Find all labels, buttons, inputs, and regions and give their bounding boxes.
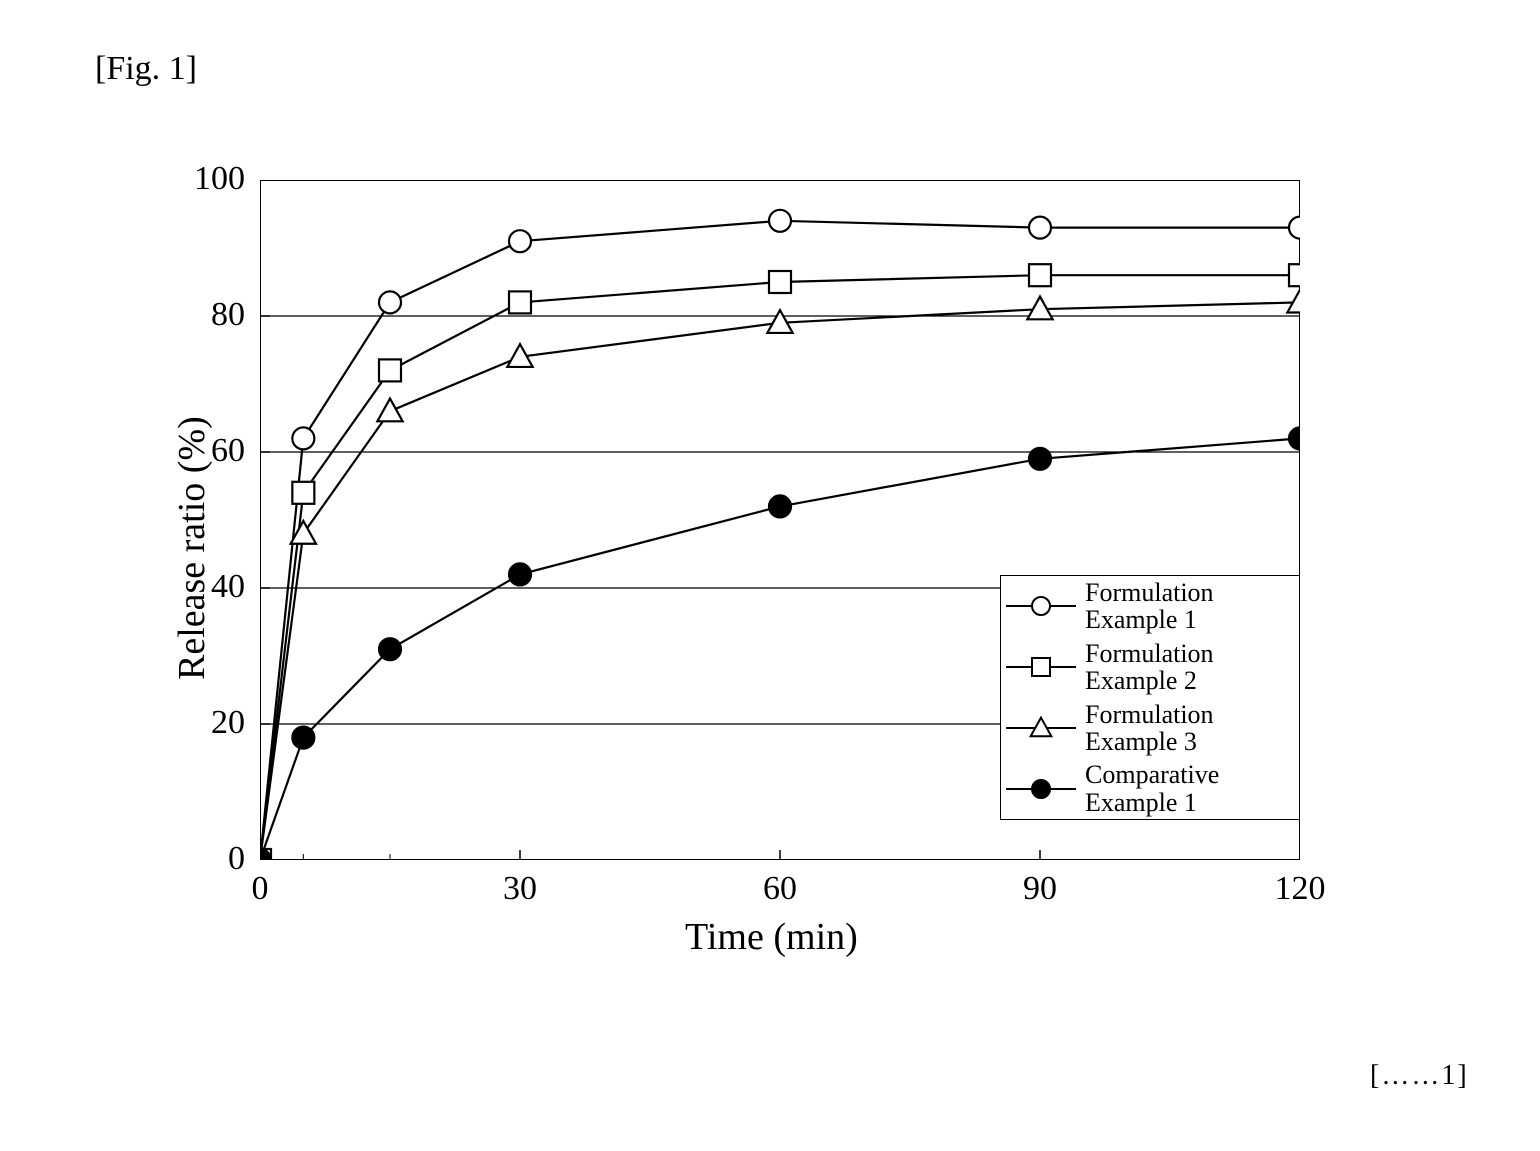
figure-label: [Fig. 1] <box>95 50 197 88</box>
x-tick-label: 90 <box>1010 870 1070 908</box>
legend-item: FormulationExample 2 <box>1001 637 1299 698</box>
legend-item: FormulationExample 3 <box>1001 698 1299 759</box>
y-tick-label: 20 <box>185 704 245 742</box>
x-tick-label: 120 <box>1270 870 1330 908</box>
x-axis-label: Time (min) <box>685 915 858 959</box>
x-tick-label: 60 <box>750 870 810 908</box>
legend: FormulationExample 1 FormulationExample 2… <box>1000 575 1300 820</box>
legend-swatch <box>1001 698 1081 759</box>
x-tick-label: 30 <box>490 870 550 908</box>
page: [Fig. 1] Release ratio (%) Time (min) 03… <box>0 0 1540 1151</box>
footer-label: [……1] <box>1370 1060 1469 1092</box>
y-tick-label: 80 <box>185 296 245 334</box>
y-tick-label: 60 <box>185 432 245 470</box>
y-tick-label: 40 <box>185 568 245 606</box>
legend-label: FormulationExample 1 <box>1081 579 1214 634</box>
legend-swatch <box>1001 758 1081 819</box>
legend-label: FormulationExample 3 <box>1081 701 1214 756</box>
legend-item: ComparativeExample 1 <box>1001 758 1299 819</box>
legend-swatch <box>1001 576 1081 637</box>
legend-label: FormulationExample 2 <box>1081 640 1214 695</box>
y-tick-label: 100 <box>185 160 245 198</box>
chart-container: Release ratio (%) Time (min) 03060901200… <box>260 180 1300 860</box>
legend-label: ComparativeExample 1 <box>1081 761 1219 816</box>
legend-swatch <box>1001 637 1081 698</box>
legend-item: FormulationExample 1 <box>1001 576 1299 637</box>
y-tick-label: 0 <box>185 840 245 878</box>
